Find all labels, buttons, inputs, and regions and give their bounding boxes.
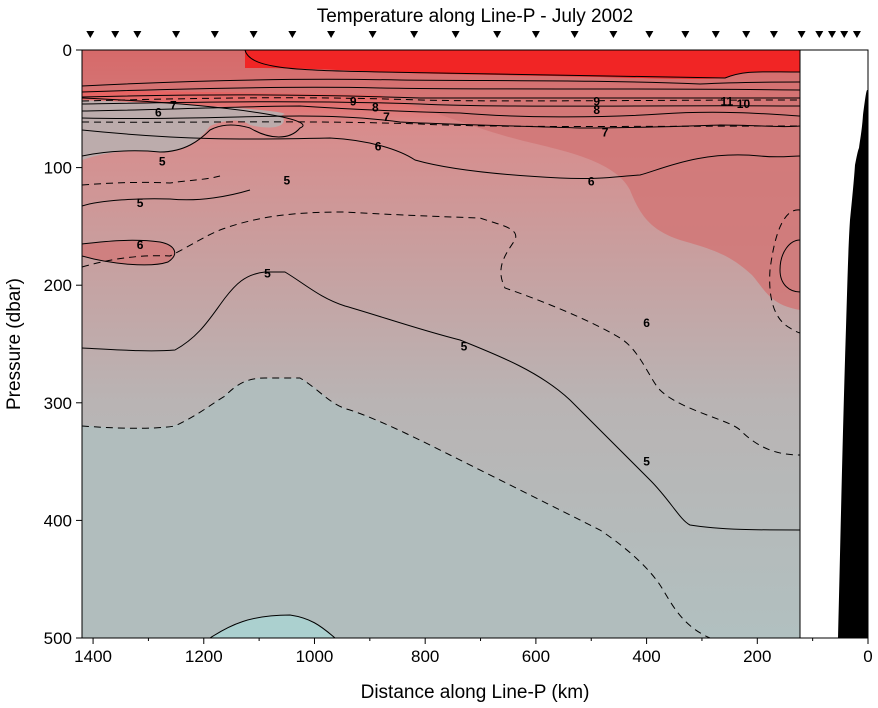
- coldest-bottom-patch: [210, 615, 335, 638]
- station-marker: [133, 31, 142, 38]
- x-tick-label: 1000: [296, 647, 334, 666]
- x-tick-label: 0: [863, 647, 872, 666]
- station-marker: [797, 31, 806, 38]
- station-marker: [288, 31, 297, 38]
- station-marker: [828, 31, 837, 38]
- contour-label: 5: [264, 266, 271, 280]
- x-axis: 1400 1200 1000 800 600 400 200 0: [74, 638, 873, 666]
- warm-pocket-left: [82, 240, 175, 265]
- x-axis-title: Distance along Line-P (km): [361, 682, 590, 703]
- contour-label: 7: [383, 110, 390, 124]
- contour-label: 5: [137, 196, 144, 210]
- contour-label: 9: [593, 95, 600, 109]
- station-marker: [210, 31, 219, 38]
- warm-right-region: [82, 50, 800, 310]
- x-tick-label: 600: [522, 647, 550, 666]
- contour-label: 5: [283, 174, 290, 188]
- contour-label: 8: [372, 101, 379, 115]
- contour-label: 5: [643, 455, 650, 469]
- y-tick-label: 300: [44, 394, 72, 413]
- chart-title: Temperature along Line-P - July 2002: [317, 6, 634, 27]
- station-marker: [681, 31, 690, 38]
- station-marker: [769, 31, 778, 38]
- x-tick-label: 1200: [185, 647, 223, 666]
- station-marker: [531, 31, 540, 38]
- contour-label: 6: [137, 238, 144, 252]
- station-marker: [172, 31, 181, 38]
- contour-label: 6: [643, 316, 650, 330]
- x-tick-label: 1400: [74, 647, 112, 666]
- deep-cool-region: [82, 378, 710, 638]
- station-marker: [711, 31, 720, 38]
- contour-label: 8: [593, 103, 600, 117]
- x-tick-label: 800: [411, 647, 439, 666]
- y-axis: 0 100 200 300 400 500: [44, 41, 82, 648]
- station-marker: [645, 31, 654, 38]
- station-marker: [111, 31, 120, 38]
- contour-label: 10: [737, 97, 751, 111]
- x-tick-label: 400: [632, 647, 660, 666]
- cool-region-left: [82, 100, 285, 160]
- station-marker: [815, 31, 824, 38]
- x-tick-label: 200: [743, 647, 771, 666]
- contour-label: 11: [721, 95, 734, 109]
- y-tick-label: 0: [63, 41, 72, 60]
- contour-label: 7: [170, 98, 177, 112]
- y-tick-label: 200: [44, 276, 72, 295]
- y-tick-label: 100: [44, 159, 72, 178]
- y-axis-title: Pressure (dbar): [4, 278, 25, 410]
- station-marker: [609, 31, 618, 38]
- bathymetry-shelf: [838, 90, 868, 638]
- contour-label: 6: [375, 139, 382, 153]
- station-marker: [570, 31, 579, 38]
- contour-label: 5: [461, 339, 468, 353]
- station-marker: [451, 31, 460, 38]
- plot-area: [82, 50, 801, 638]
- plot-frame: [81, 49, 869, 639]
- contour-label: 5: [159, 155, 166, 169]
- station-marker: [852, 31, 861, 38]
- y-tick-label: 500: [44, 629, 72, 648]
- station-marker: [327, 31, 336, 38]
- contour-label: 6: [588, 175, 595, 189]
- station-marker: [249, 31, 258, 38]
- dashed-contour-lines: [82, 97, 801, 638]
- station-marker: [86, 31, 95, 38]
- station-markers: [86, 31, 861, 38]
- station-marker: [493, 31, 502, 38]
- contour-label: 7: [602, 125, 609, 139]
- contour-label: 9: [350, 95, 357, 109]
- station-marker: [368, 31, 377, 38]
- y-tick-label: 400: [44, 511, 72, 530]
- station-marker: [742, 31, 751, 38]
- station-marker: [410, 31, 419, 38]
- contour-label: 6: [155, 105, 162, 119]
- station-marker: [840, 31, 849, 38]
